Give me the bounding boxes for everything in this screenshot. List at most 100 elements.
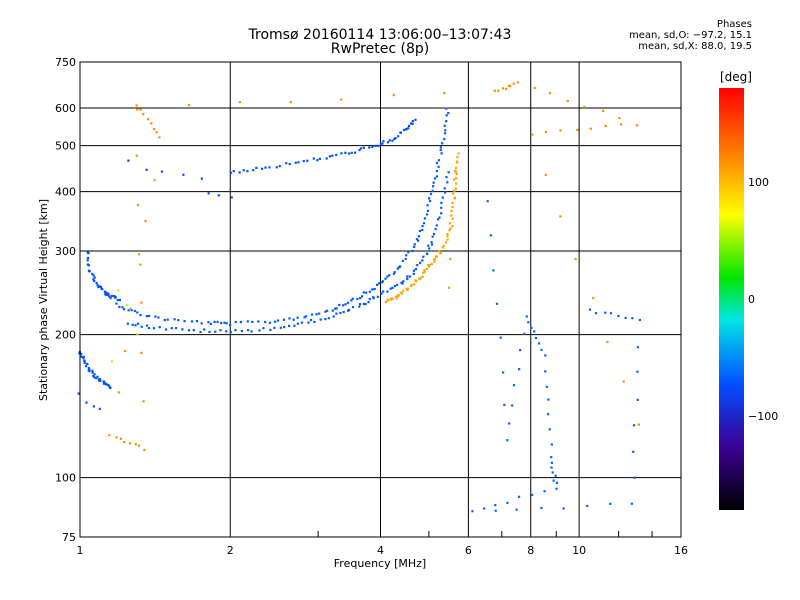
data-point [374,144,377,148]
y-tick-label: 500 [55,140,76,153]
phase-info: Phases mean, sd,O: −97.2, 15.1 mean, sd,… [532,19,752,52]
data-point [410,284,413,288]
data-point [362,291,365,294]
data-point [494,509,497,512]
data-point [449,227,452,230]
data-point [108,385,111,388]
data-point [391,139,394,142]
data-point [443,92,446,95]
data-point [427,265,431,268]
data-point [583,105,586,109]
data-point [401,282,404,285]
data-point [412,269,416,272]
data-point [92,274,95,277]
data-point [158,326,161,329]
data-point [108,434,111,437]
data-point [192,329,195,332]
data-point [382,140,385,143]
data-point [98,378,101,381]
data-point [441,196,444,199]
data-point [400,292,404,295]
data-point [453,197,456,200]
data-point [117,289,120,292]
data-point [518,368,521,371]
colorbar-tick-label: 100 [748,176,769,189]
data-point [86,259,89,262]
data-point [451,224,454,228]
data-point [440,206,443,209]
data-point [406,277,409,280]
data-point [543,490,546,493]
y-tick-label: 750 [55,56,76,69]
data-point [559,129,562,132]
data-point [88,370,91,373]
data-point [92,375,95,378]
data-point [183,320,186,323]
data-point [335,153,338,157]
data-point [441,246,444,249]
data-point [507,85,511,88]
data-point [127,159,130,162]
data-point [166,318,169,321]
data-point [83,359,86,362]
data-point [421,259,424,262]
data-point [137,253,141,256]
data-point [534,336,538,340]
data-point [107,293,110,296]
data-point [318,312,321,315]
data-point [441,142,444,145]
data-point [187,104,191,107]
data-point [440,212,443,215]
data-point [134,443,137,446]
data-point [283,326,286,329]
data-point [285,162,288,165]
data-point [544,354,547,357]
data-point [129,307,132,310]
y-tick-label: 300 [55,245,76,258]
data-point [455,177,458,180]
data-point [234,329,237,332]
data-point [398,294,401,297]
data-point [551,471,554,474]
data-point [588,308,592,311]
data-point [140,301,143,304]
data-point [435,255,438,258]
data-point [410,122,413,125]
data-point [445,120,448,123]
data-point [309,318,313,322]
data-point [362,302,366,305]
data-point [93,376,96,379]
data-point [430,240,433,244]
data-point [631,317,634,320]
data-point [85,401,88,404]
data-point [443,187,446,190]
data-point [77,392,80,395]
data-point [307,321,310,324]
data-point [393,271,396,274]
data-point [142,113,145,116]
data-point [396,283,399,286]
data-point [346,301,350,304]
data-point [495,302,499,305]
data-point [447,171,450,174]
data-point [444,191,447,194]
data-point [512,384,516,387]
data-point [147,314,151,318]
data-point [139,313,142,317]
data-point [124,349,127,353]
data-point [121,306,124,309]
data-point [431,235,434,238]
data-point [388,139,391,142]
data-point [105,293,108,297]
data-point [103,290,107,293]
data-point [594,312,598,315]
data-point [512,82,515,85]
data-point [533,86,536,89]
data-point [457,152,460,155]
data-point [414,268,418,271]
data-point [435,175,439,178]
data-point [118,298,121,302]
data-point [407,127,410,130]
data-point [312,157,315,160]
data-point [411,119,414,123]
